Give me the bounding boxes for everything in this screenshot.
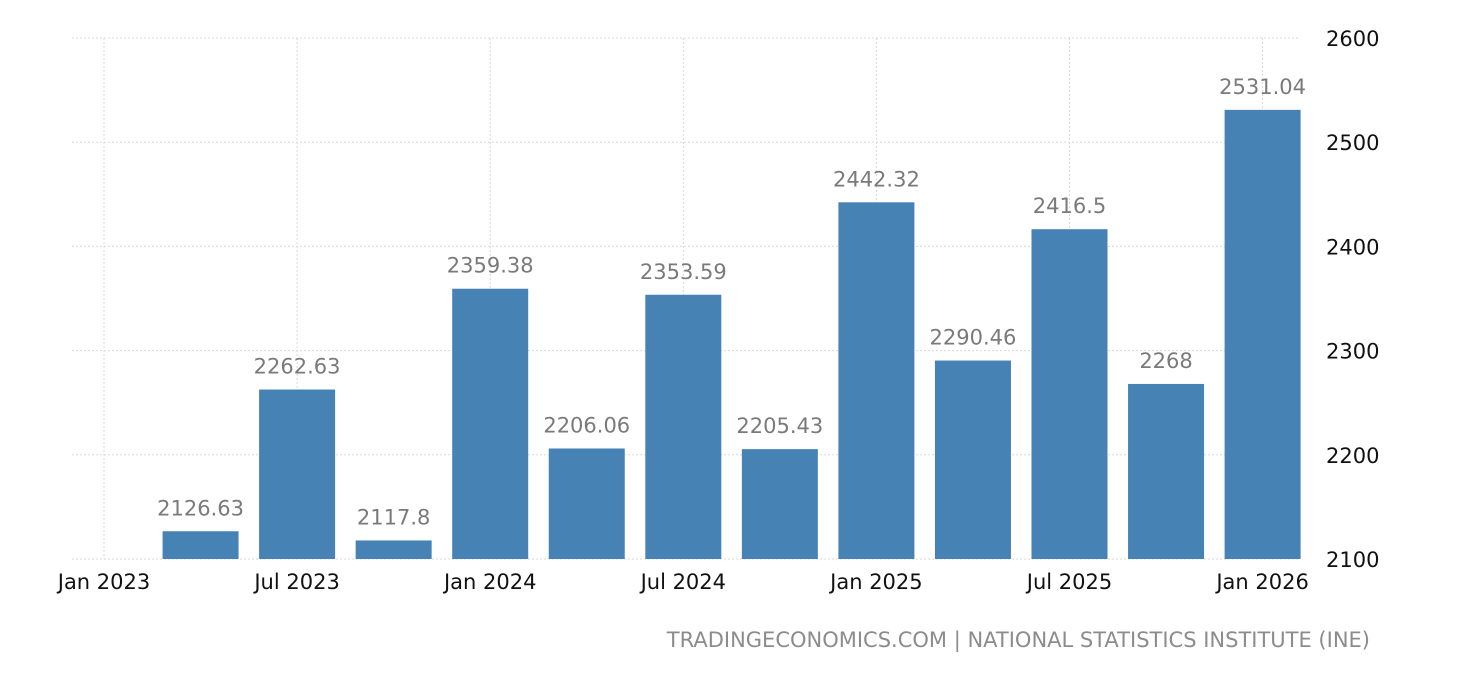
x-tick-label: Jul 2023 [252,570,339,594]
bar[interactable] [162,531,239,559]
y-tick-label: 2500 [1326,131,1379,155]
y-tick-label: 2200 [1326,444,1379,468]
x-tick-label: Jan 2024 [442,570,537,594]
bar[interactable] [1031,229,1108,559]
bar-layer [162,109,1301,560]
bar[interactable] [838,202,915,560]
bar[interactable] [548,448,625,559]
bar[interactable] [645,294,722,559]
bar[interactable] [1128,383,1205,559]
y-tick-label: 2100 [1326,548,1379,572]
source-credit: TRADINGECONOMICS.COM | NATIONAL STATISTI… [666,628,1370,652]
data-label: 2359.38 [447,254,534,278]
value-label-layer: 2126.63 2262.63 2117.8 2359.38 2206.06 2353.5… [157,75,1306,530]
x-tick-label: Jul 2025 [1025,570,1112,594]
data-label: 2206.06 [543,413,630,437]
x-tick-label: Jan 2026 [1214,570,1309,594]
bar[interactable] [934,360,1011,559]
y-tick-label: 2400 [1326,235,1379,259]
bar[interactable] [1224,109,1301,559]
data-label: 2205.43 [736,414,823,438]
bar[interactable] [452,288,529,559]
y-tick-label: 2600 [1326,27,1379,51]
x-tick-label: Jan 2025 [828,570,923,594]
data-label: 2353.59 [640,260,727,284]
data-label: 2268 [1139,349,1192,373]
data-label: 2442.32 [833,167,920,191]
data-label: 2290.46 [930,326,1017,350]
x-tick-label: Jan 2023 [56,570,151,594]
y-tick-label: 2300 [1326,340,1379,364]
data-label: 2117.8 [357,505,430,529]
data-label: 2262.63 [254,355,341,379]
bar[interactable] [355,540,432,559]
axis-layer: 2100 2200 2300 2400 2500 2600 Jan 2023 Jul 2023… [56,27,1380,594]
data-label: 2126.63 [157,496,244,520]
data-label: 2531.04 [1219,75,1306,99]
bar[interactable] [741,449,818,559]
data-label: 2416.5 [1033,194,1106,218]
x-tick-label: Jul 2024 [639,570,726,594]
bar[interactable] [259,389,336,559]
